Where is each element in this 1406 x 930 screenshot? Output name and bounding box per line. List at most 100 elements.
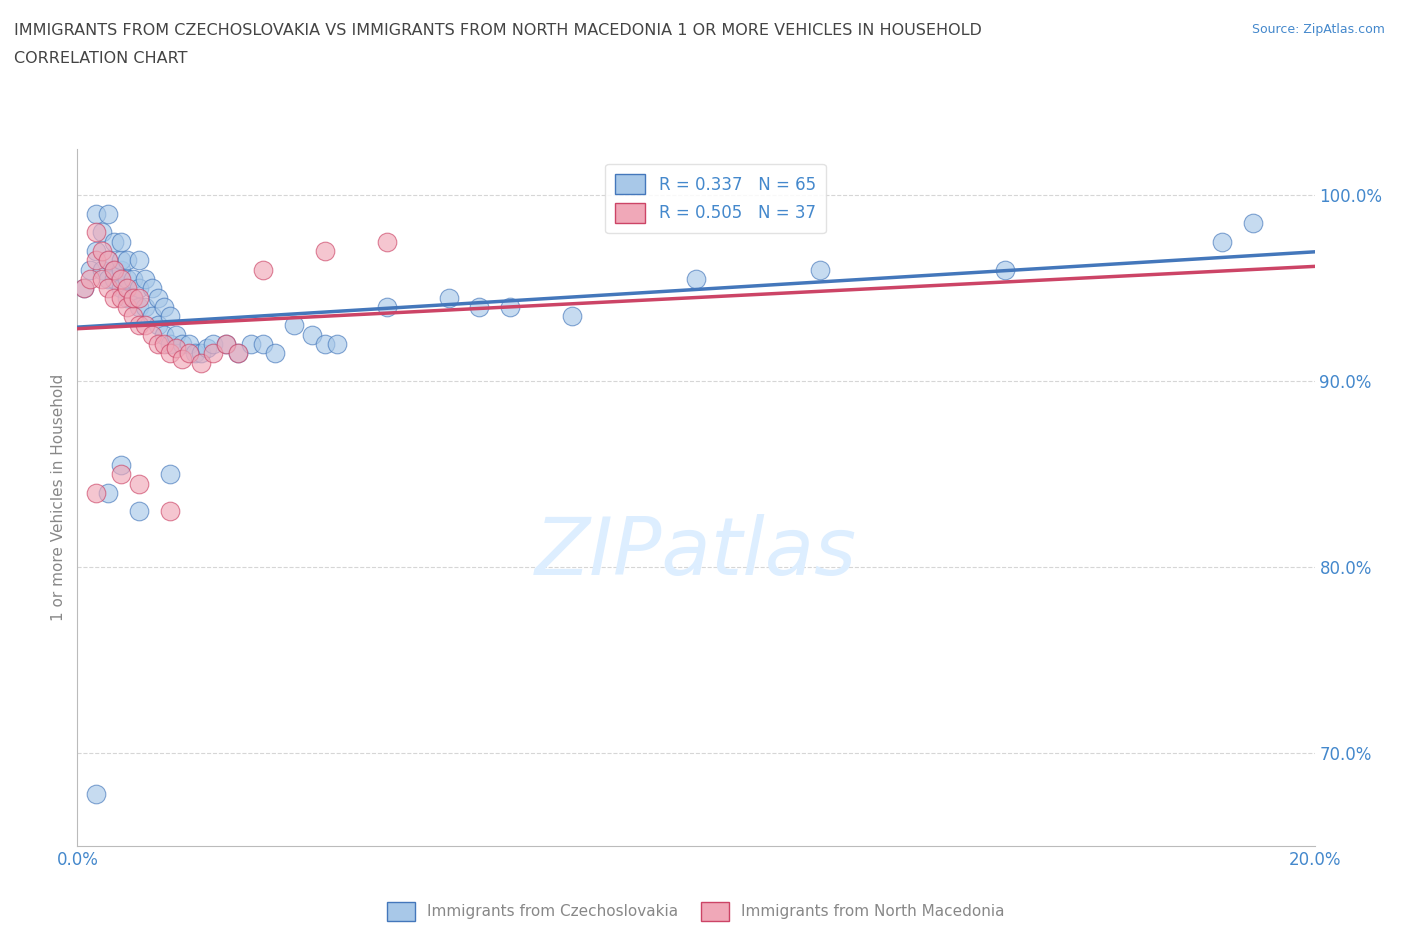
Point xyxy=(110,290,132,305)
Point xyxy=(159,504,181,519)
Point xyxy=(134,272,156,286)
Point xyxy=(79,272,101,286)
Point xyxy=(226,346,249,361)
Point xyxy=(84,225,107,240)
Point xyxy=(437,290,460,305)
Point xyxy=(153,299,176,314)
Point xyxy=(97,281,120,296)
Point xyxy=(72,281,94,296)
Point xyxy=(326,337,349,352)
Point xyxy=(91,272,114,286)
Point xyxy=(184,346,207,361)
Point xyxy=(239,337,262,352)
Point xyxy=(499,299,522,314)
Point xyxy=(808,262,831,277)
Text: ZIPatlas: ZIPatlas xyxy=(534,514,858,592)
Point xyxy=(84,244,107,259)
Point xyxy=(190,346,212,361)
Point xyxy=(141,327,163,342)
Point xyxy=(128,504,150,519)
Point xyxy=(146,318,169,333)
Point xyxy=(283,318,305,333)
Point xyxy=(314,244,336,259)
Point xyxy=(153,337,176,352)
Point xyxy=(146,290,169,305)
Point xyxy=(110,253,132,268)
Point xyxy=(561,309,583,324)
Point xyxy=(110,262,132,277)
Point xyxy=(314,337,336,352)
Point xyxy=(122,309,145,324)
Point xyxy=(128,253,150,268)
Point xyxy=(103,272,125,286)
Point xyxy=(103,234,125,249)
Point xyxy=(79,262,101,277)
Point xyxy=(159,346,181,361)
Point xyxy=(84,787,107,802)
Point xyxy=(91,262,114,277)
Point xyxy=(159,309,181,324)
Point xyxy=(103,290,125,305)
Text: CORRELATION CHART: CORRELATION CHART xyxy=(14,51,187,66)
Point xyxy=(301,327,323,342)
Point xyxy=(122,272,145,286)
Point xyxy=(375,299,398,314)
Legend: Immigrants from Czechoslovakia, Immigrants from North Macedonia: Immigrants from Czechoslovakia, Immigran… xyxy=(381,896,1011,926)
Point xyxy=(97,253,120,268)
Point xyxy=(103,262,125,277)
Point xyxy=(134,318,156,333)
Point xyxy=(91,244,114,259)
Point xyxy=(103,262,125,277)
Point xyxy=(1241,216,1264,231)
Point xyxy=(177,337,200,352)
Point xyxy=(84,206,107,221)
Point xyxy=(141,281,163,296)
Point xyxy=(375,234,398,249)
Point xyxy=(165,340,187,355)
Point xyxy=(215,337,238,352)
Point xyxy=(110,234,132,249)
Text: Source: ZipAtlas.com: Source: ZipAtlas.com xyxy=(1251,23,1385,36)
Point xyxy=(122,290,145,305)
Point xyxy=(84,485,107,500)
Point xyxy=(202,346,225,361)
Point xyxy=(190,355,212,370)
Point xyxy=(172,337,194,352)
Point xyxy=(97,206,120,221)
Point xyxy=(202,337,225,352)
Point xyxy=(122,290,145,305)
Point xyxy=(128,281,150,296)
Point xyxy=(264,346,287,361)
Point xyxy=(128,299,150,314)
Point xyxy=(115,272,138,286)
Point xyxy=(159,467,181,482)
Point xyxy=(146,337,169,352)
Point xyxy=(685,272,707,286)
Point xyxy=(153,327,176,342)
Point xyxy=(215,337,238,352)
Point xyxy=(195,340,218,355)
Point xyxy=(994,262,1017,277)
Point xyxy=(84,253,107,268)
Point xyxy=(134,299,156,314)
Point xyxy=(172,352,194,366)
Point xyxy=(468,299,491,314)
Point xyxy=(72,281,94,296)
Point xyxy=(128,318,150,333)
Point xyxy=(128,476,150,491)
Point xyxy=(110,458,132,472)
Point xyxy=(165,327,187,342)
Text: IMMIGRANTS FROM CZECHOSLOVAKIA VS IMMIGRANTS FROM NORTH MACEDONIA 1 OR MORE VEHI: IMMIGRANTS FROM CZECHOSLOVAKIA VS IMMIGR… xyxy=(14,23,981,38)
Point xyxy=(128,290,150,305)
Point xyxy=(97,272,120,286)
Point xyxy=(110,281,132,296)
Point xyxy=(1211,234,1233,249)
Point xyxy=(252,337,274,352)
Point xyxy=(110,272,132,286)
Point xyxy=(115,253,138,268)
Point xyxy=(177,346,200,361)
Point xyxy=(141,309,163,324)
Point xyxy=(159,337,181,352)
Point xyxy=(115,281,138,296)
Point xyxy=(97,253,120,268)
